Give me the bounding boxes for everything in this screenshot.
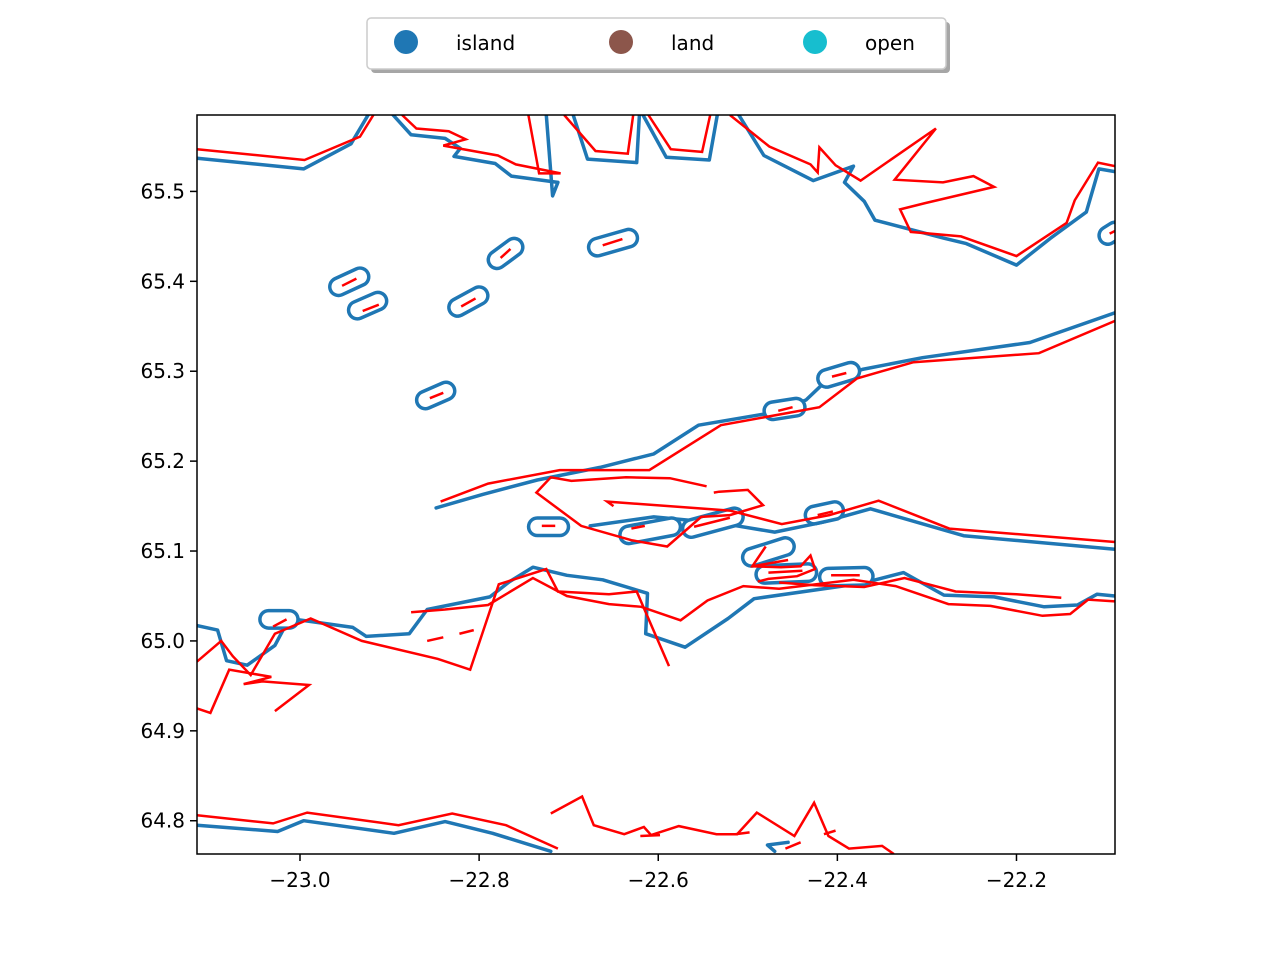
buffer-outline-9 — [765, 840, 790, 854]
y-tick-label: 65.2 — [140, 449, 185, 473]
x-tick-label: −22.2 — [986, 868, 1047, 892]
y-tick-label: 65.3 — [140, 359, 185, 383]
coastline-3 — [647, 115, 712, 154]
coastline-13 — [749, 545, 817, 583]
coastline-island-5 — [429, 391, 444, 400]
coastline-island-9 — [752, 558, 789, 568]
coastline-5 — [197, 567, 671, 678]
buffer-outline-0 — [197, 115, 370, 171]
coastline-12 — [534, 475, 766, 548]
coastline-island-0 — [341, 277, 357, 287]
island-buffer-inner-9 — [744, 539, 793, 565]
y-axis: 64.8 64.9 65.0 65.1 65.2 65.3 65.4 65.5 — [140, 179, 197, 833]
y-tick-label: 65.4 — [140, 269, 185, 293]
coastline-1 — [401, 115, 561, 175]
y-tick-label: 64.9 — [140, 719, 185, 743]
y-tick-label: 64.8 — [140, 809, 185, 833]
y-tick-label: 65.1 — [140, 539, 185, 563]
coastline-island-11 — [817, 510, 834, 517]
buffer-outline-2 — [571, 115, 642, 165]
coastline-island-10 — [768, 569, 803, 574]
coastline-island-7 — [631, 524, 646, 530]
legend-marker-island — [394, 30, 418, 54]
y-tick-label: 65.0 — [140, 629, 185, 653]
legend-label-open: open — [865, 31, 915, 55]
x-tick-label: −22.8 — [448, 868, 509, 892]
coastline-4 — [729, 115, 1115, 258]
plot-frame — [196, 114, 1116, 855]
coastline-island-1 — [362, 303, 380, 313]
coastline-island-21 — [784, 841, 802, 850]
coastline-island-13 — [1109, 229, 1115, 235]
coastline-10 — [197, 668, 313, 715]
x-axis: −23.0 −22.8 −22.6 −22.4 −22.2 — [269, 854, 1047, 892]
coastline-14 — [779, 576, 1062, 600]
legend-box — [366, 17, 947, 70]
legend-marker-open — [803, 30, 827, 54]
plot-data — [197, 115, 1115, 854]
island-buffer-inner-1 — [350, 294, 385, 318]
legend-label-land: land — [671, 31, 714, 55]
coastline-island-8 — [693, 516, 731, 528]
coastline-island-18 — [426, 636, 444, 643]
y-tick-label: 65.5 — [140, 179, 185, 203]
island-buffer-inner-7 — [621, 519, 679, 542]
coastline-7 — [602, 499, 1115, 544]
coastline-island-17 — [459, 628, 475, 635]
coastline-island-20 — [735, 831, 750, 836]
coastline-8 — [197, 811, 559, 850]
coastline-6 — [440, 319, 1115, 503]
x-tick-label: −23.0 — [269, 868, 330, 892]
coastline-11 — [411, 576, 1115, 622]
x-tick-label: −22.6 — [628, 868, 689, 892]
coastline-9 — [550, 794, 895, 854]
legend: island land open — [366, 17, 950, 73]
legend-label-island: island — [456, 31, 515, 55]
coastline-island-4 — [460, 297, 477, 308]
coastline-island-14 — [272, 618, 288, 628]
coastline-island-19 — [640, 833, 661, 838]
coastline-2 — [563, 115, 635, 156]
buffer-outline-3 — [641, 115, 720, 162]
buffer-outline-1 — [391, 115, 560, 198]
x-tick-label: −22.4 — [807, 868, 868, 892]
coastline-0 — [197, 115, 375, 162]
buffer-outline-8 — [197, 818, 553, 854]
coastline-island-16 — [831, 371, 847, 378]
island-buffer-inner-10 — [757, 565, 815, 582]
coastline-island-3 — [602, 237, 623, 247]
legend-marker-land — [609, 30, 633, 54]
coastline-island-15 — [777, 405, 793, 412]
coastline-island-22 — [823, 829, 836, 836]
coastline-island-2 — [499, 248, 512, 259]
